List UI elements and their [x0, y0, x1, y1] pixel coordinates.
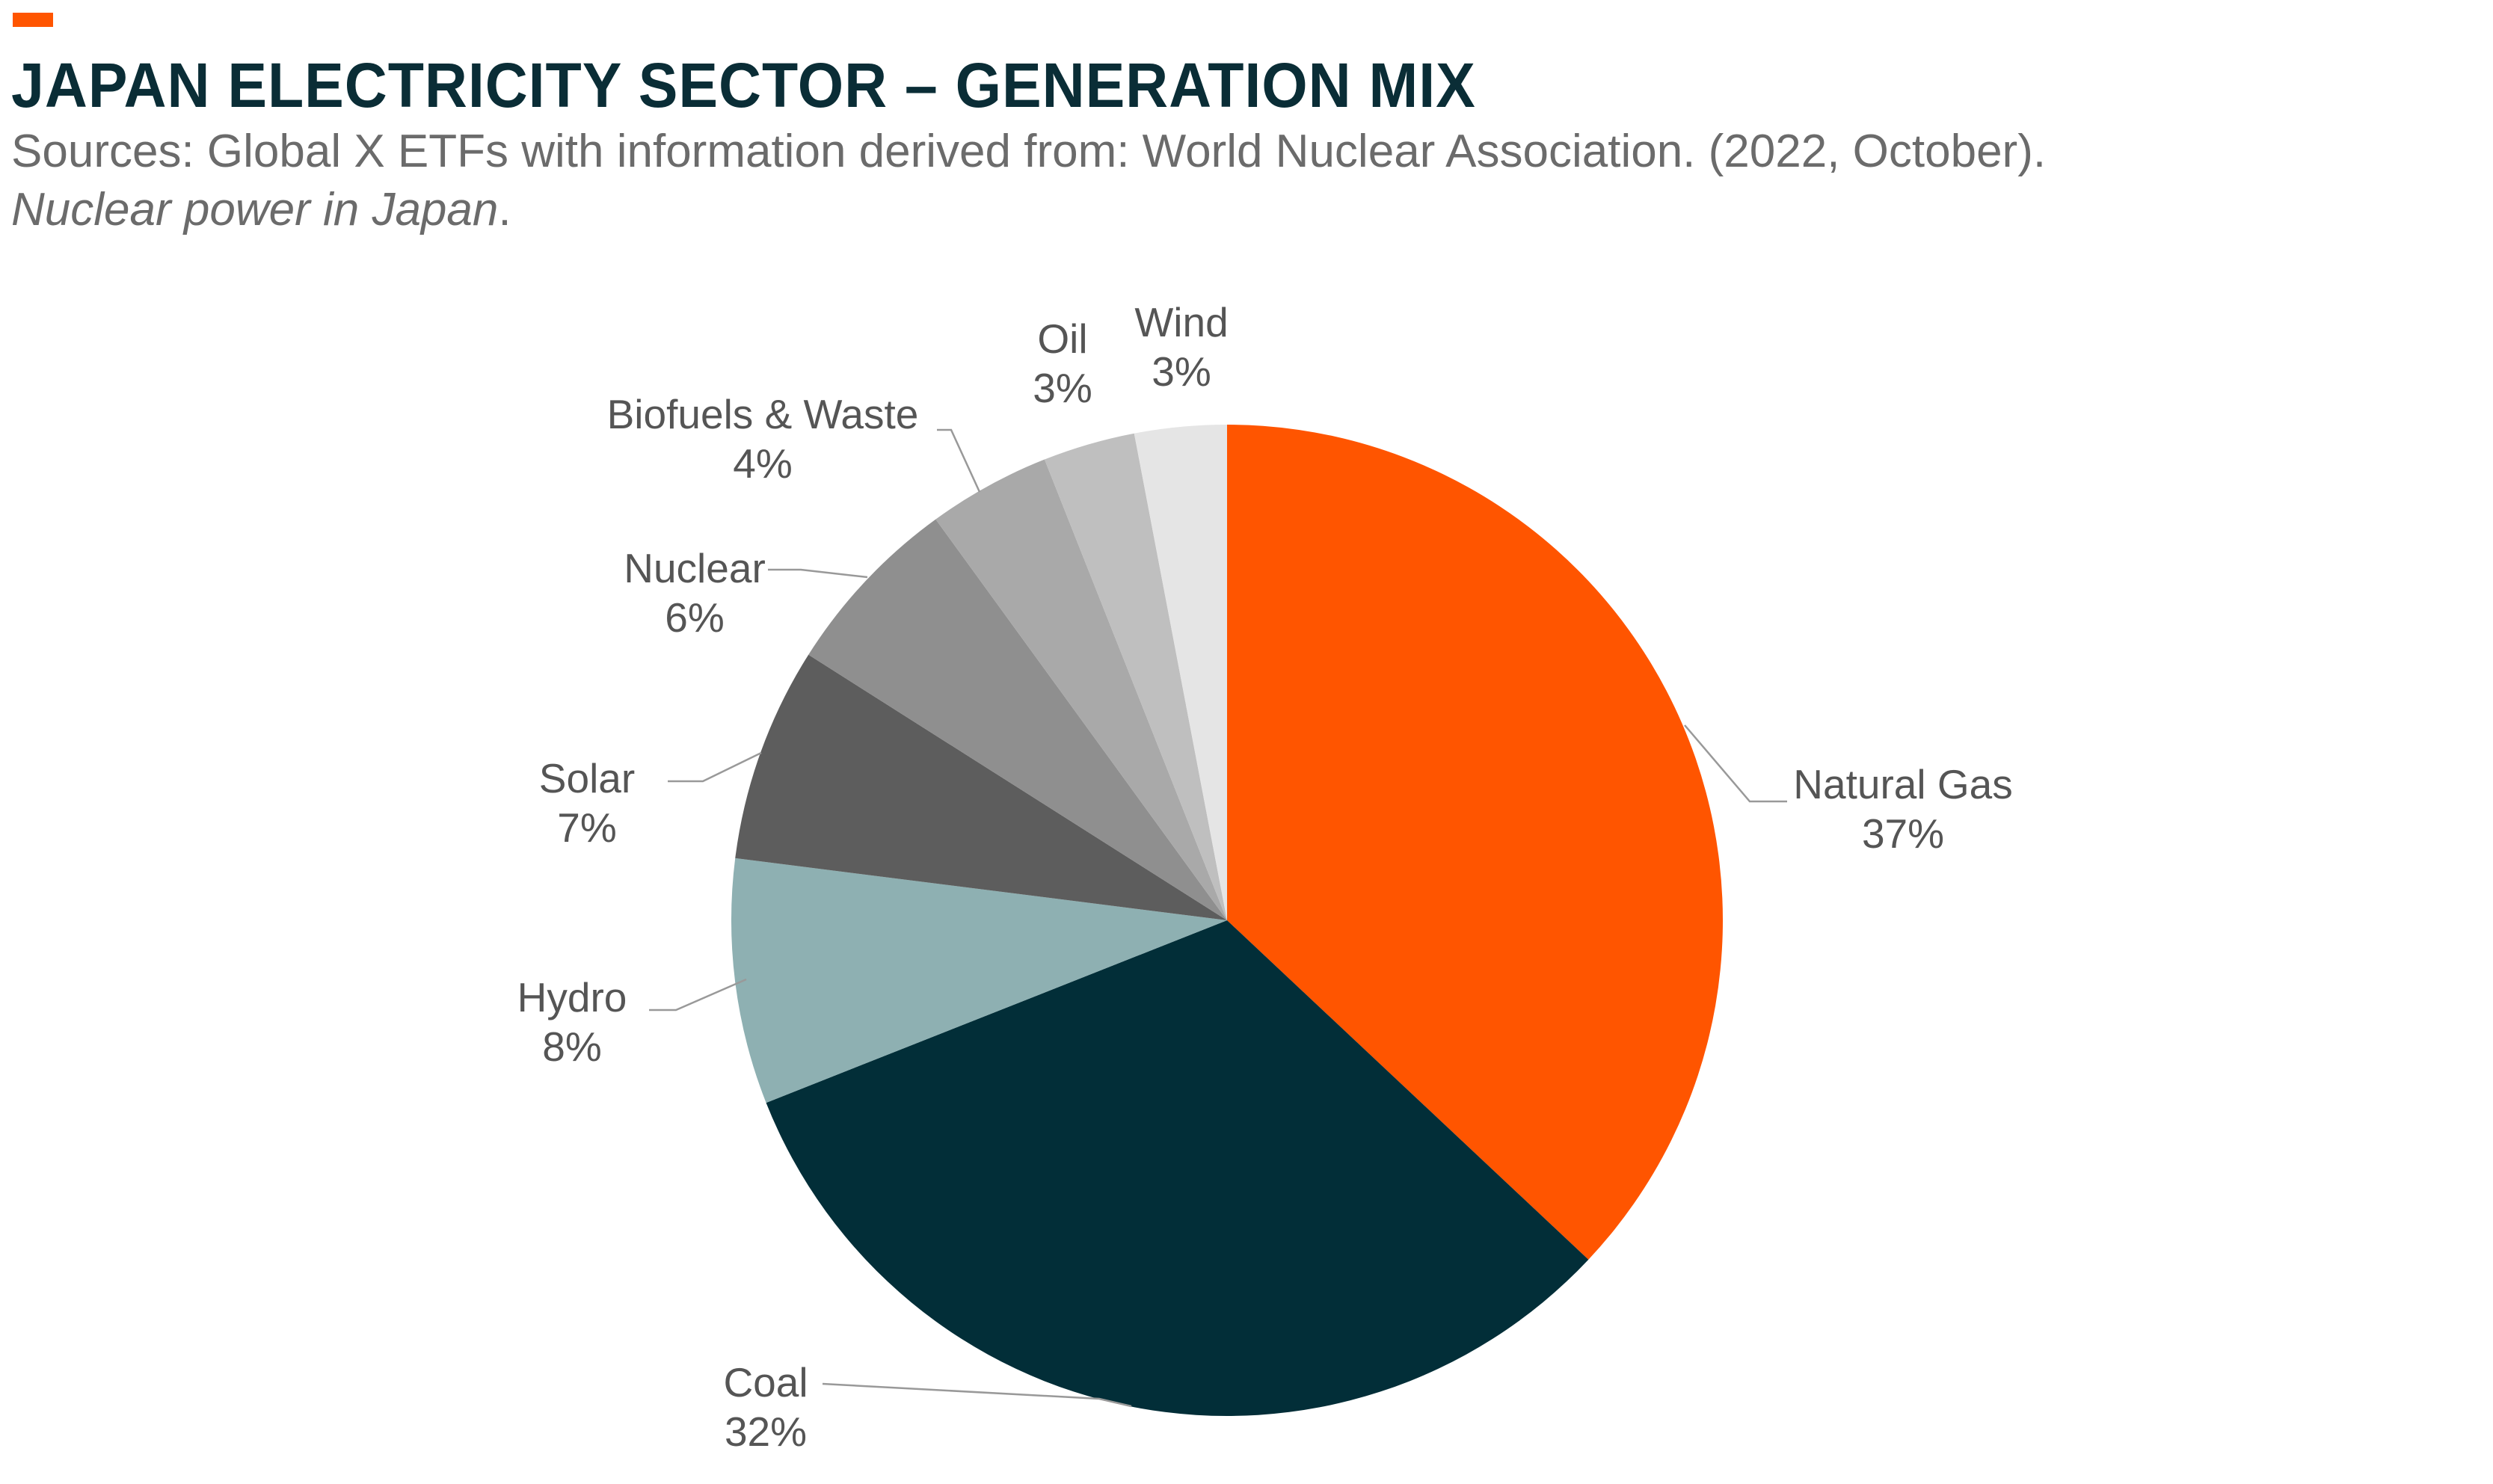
- source-citation: Nuclear power in Japan.: [11, 182, 511, 238]
- pie-slice-coal: [766, 920, 1589, 1416]
- slice-label-name-biofuels-waste: Biofuels & Waste: [607, 391, 919, 437]
- slice-label-name-natural-gas: Natural Gas: [1793, 761, 2012, 807]
- leader-line-biofuels-waste: [937, 428, 981, 493]
- slice-label-value-nuclear: 6%: [665, 594, 725, 641]
- source-citation-suffix: .: [498, 184, 511, 235]
- slice-label-value-oil: 3%: [1033, 365, 1092, 411]
- accent-bar: [13, 13, 53, 27]
- source-citation-title: Nuclear power in Japan: [11, 184, 499, 235]
- leader-line-nuclear: [768, 568, 868, 579]
- pie-slices: [731, 425, 1723, 1416]
- pie-slice-solar: [735, 654, 1227, 920]
- leader-line-natural-gas: [1684, 724, 1787, 803]
- slice-label-name-nuclear: Nuclear: [624, 545, 766, 591]
- slice-label-value-coal: 32%: [725, 1408, 807, 1455]
- leader-line-solar: [668, 751, 762, 783]
- slice-label-name-solar: Solar: [539, 755, 635, 801]
- leader-line-coal: [822, 1382, 1132, 1408]
- slice-label-name-hydro: Hydro: [517, 974, 627, 1020]
- slice-label-value-biofuels-waste: 4%: [733, 440, 793, 487]
- pie-slice-oil: [1044, 433, 1227, 920]
- leader-line-hydro: [649, 978, 747, 1012]
- slice-label-name-wind: Wind: [1134, 299, 1228, 345]
- pie-slice-natural-gas: [1227, 425, 1723, 1260]
- slice-label-value-wind: 3%: [1152, 348, 1211, 395]
- leader-lines: [649, 428, 1787, 1408]
- slice-label-value-solar: 7%: [557, 804, 617, 851]
- pie-slice-biofuels-waste: [935, 459, 1227, 920]
- slice-label-value-hydro: 8%: [542, 1023, 602, 1070]
- pie-slice-wind: [1134, 425, 1227, 920]
- pie-slice-hydro: [731, 858, 1227, 1103]
- source-line: Sources: Global X ETFs with information …: [11, 126, 2047, 177]
- page-title: JAPAN ELECTRICITY SECTOR – GENERATION MI…: [11, 50, 1476, 120]
- slice-label-value-natural-gas: 37%: [1862, 810, 1944, 857]
- slice-label-name-oil: Oil: [1037, 315, 1087, 362]
- pie-slice-nuclear: [808, 519, 1227, 920]
- slice-label-name-coal: Coal: [723, 1359, 808, 1406]
